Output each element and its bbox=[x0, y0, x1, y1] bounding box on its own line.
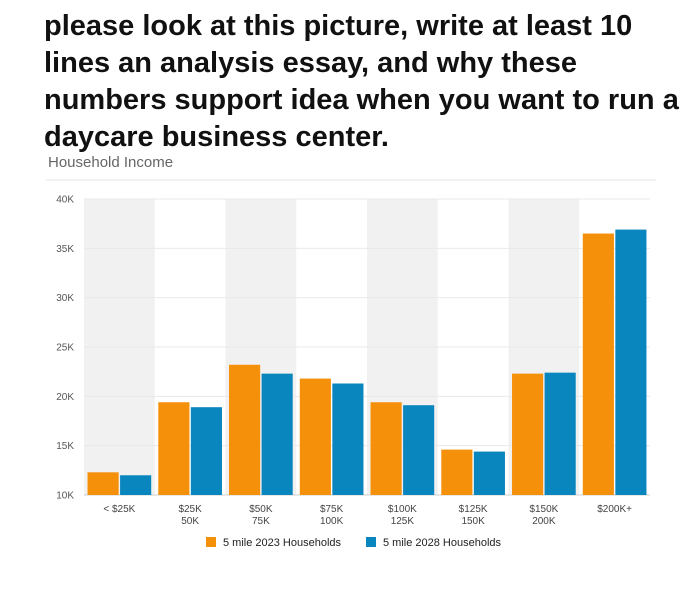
chart-title: Household Income bbox=[48, 154, 174, 171]
x-tick-label: $100K bbox=[388, 504, 417, 515]
bar-series1-cat1 bbox=[190, 407, 222, 495]
x-tick-label: $125K bbox=[459, 504, 488, 515]
bar-series0-cat0 bbox=[87, 472, 119, 495]
legend-label-0: 5 mile 2023 Households bbox=[223, 537, 342, 549]
bar-series1-cat0 bbox=[120, 475, 152, 495]
y-tick-label-35K: 35K bbox=[56, 244, 74, 255]
y-tick-label-30K: 30K bbox=[56, 293, 74, 304]
bar-series1-cat6 bbox=[544, 372, 576, 495]
bar-series1-cat3 bbox=[332, 383, 364, 495]
bar-series0-cat6 bbox=[512, 373, 544, 495]
x-tick-label: 100K bbox=[320, 516, 344, 527]
bar-series0-cat3 bbox=[299, 378, 331, 495]
bar-series1-cat4 bbox=[403, 405, 435, 495]
y-tick-label-25K: 25K bbox=[56, 343, 74, 354]
x-tick-label: $200K+ bbox=[597, 504, 632, 515]
bar-series1-cat7 bbox=[615, 229, 647, 495]
bar-series0-cat4 bbox=[370, 402, 402, 495]
question-prompt: please look at this picture, write at le… bbox=[44, 10, 679, 153]
bar-series1-cat2 bbox=[261, 373, 293, 495]
bar-series1-cat5 bbox=[473, 451, 505, 495]
x-tick-label: 125K bbox=[391, 516, 415, 527]
x-tick-label: 50K bbox=[181, 516, 199, 527]
x-tick-label: 200K bbox=[532, 516, 556, 527]
bar-series0-cat7 bbox=[582, 233, 614, 496]
y-tick-label-15K: 15K bbox=[56, 441, 74, 452]
legend-label-1: 5 mile 2028 Households bbox=[383, 537, 502, 549]
x-tick-label: 150K bbox=[461, 516, 485, 527]
bar-series0-cat1 bbox=[158, 402, 190, 495]
x-tick-label: $150K bbox=[529, 504, 558, 515]
y-tick-label-40K: 40K bbox=[56, 195, 74, 206]
legend-swatch-0 bbox=[206, 537, 216, 547]
x-tick-label: 75K bbox=[252, 516, 270, 527]
x-tick-label: < $25K bbox=[103, 504, 135, 515]
legend-swatch-1 bbox=[366, 537, 376, 547]
x-tick-label: $25K bbox=[178, 504, 202, 515]
bar-series0-cat2 bbox=[229, 364, 261, 495]
x-tick-label: $50K bbox=[249, 504, 273, 515]
y-tick-label-20K: 20K bbox=[56, 392, 74, 403]
x-tick-label: $75K bbox=[320, 504, 344, 515]
bar-series0-cat5 bbox=[441, 449, 473, 495]
y-tick-label-10K: 10K bbox=[56, 491, 74, 502]
